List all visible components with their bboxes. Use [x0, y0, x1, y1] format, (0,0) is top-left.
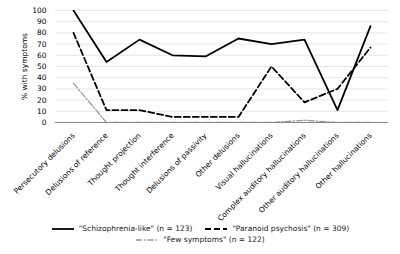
svg-text:Thought interference: Thought interference: [112, 131, 175, 194]
svg-text:100: 100: [32, 6, 47, 15]
html-text:"Schizophrenia-like" (n = 123): "Schizophrenia-like" (n = 123): [78, 224, 193, 233]
svg-text:Delusions of reference: Delusions of reference: [44, 131, 110, 197]
svg-text:70: 70: [37, 40, 47, 49]
svg-text:50: 50: [37, 62, 47, 71]
svg-text:20: 20: [37, 96, 47, 105]
svg-text:0: 0: [42, 118, 47, 127]
svg-text:90: 90: [37, 17, 47, 26]
svg-text:Other auditory hallucinations: Other auditory hallucinations: [256, 131, 341, 215]
svg-text:Other delusions: Other delusions: [193, 131, 242, 180]
svg-text:Visual hallucinations: Visual hallucinations: [214, 131, 275, 192]
svg-text:% with symptoms: % with symptoms: [20, 33, 29, 100]
svg-text:40: 40: [37, 73, 47, 82]
svg-text:60: 60: [37, 51, 47, 60]
svg-text:10: 10: [37, 107, 47, 116]
svg-text:Thought projection: Thought projection: [85, 131, 142, 188]
svg-text:Other hallucinations: Other hallucinations: [314, 131, 374, 191]
svg-text:30: 30: [37, 84, 47, 93]
svg-text:Persecutory delusions: Persecutory delusions: [12, 131, 77, 196]
svg-text:80: 80: [37, 28, 47, 37]
html-text:"Few symptoms" (n = 122): "Few symptoms" (n = 122): [163, 235, 265, 244]
html-text:"Paranoid psychosis" (n = 309): "Paranoid psychosis" (n = 309): [232, 224, 350, 233]
svg-text:Delusions of passivity: Delusions of passivity: [145, 131, 209, 195]
